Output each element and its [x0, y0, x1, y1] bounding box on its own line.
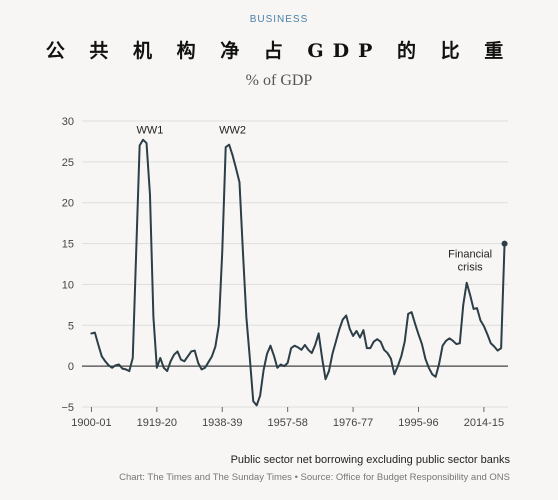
x-tick-label: 2014-15 — [464, 417, 504, 429]
x-tick-label: 1995-96 — [398, 417, 438, 429]
y-tick-label: 10 — [62, 279, 74, 291]
y-tick-label: 25 — [62, 157, 74, 169]
x-tick-label: 1976-77 — [333, 417, 373, 429]
y-tick-label: 15 — [62, 239, 74, 251]
y-tick-label: 20 — [62, 198, 74, 210]
chart-subtitle: % of GDP — [245, 72, 313, 89]
y-tick-label: 0 — [68, 361, 74, 373]
chart-annotation: Financial — [448, 248, 492, 260]
x-tick-label: 1900-01 — [71, 417, 111, 429]
x-tick-label: 1938-39 — [202, 417, 242, 429]
chart-annotation: WW1 — [137, 124, 164, 136]
x-tick-label: 1957-58 — [267, 417, 307, 429]
chart-annotation: WW2 — [219, 124, 246, 136]
series-line — [90, 138, 506, 407]
series-end-point — [501, 240, 508, 247]
chart-title: 公 共 机 构 净 占 GDP 的 比 重 — [45, 40, 513, 62]
chart-annotation: crisis — [458, 262, 484, 274]
y-tick-label: −5 — [61, 402, 74, 414]
footer-credit: Chart: The Times and The Sunday Times • … — [119, 472, 510, 483]
footer-note: Public sector net borrowing excluding pu… — [230, 454, 510, 466]
y-tick-label: 30 — [62, 116, 74, 128]
y-tick-label: 5 — [68, 320, 74, 332]
section-label: BUSINESS — [249, 14, 309, 25]
x-tick-label: 1919-20 — [137, 417, 177, 429]
